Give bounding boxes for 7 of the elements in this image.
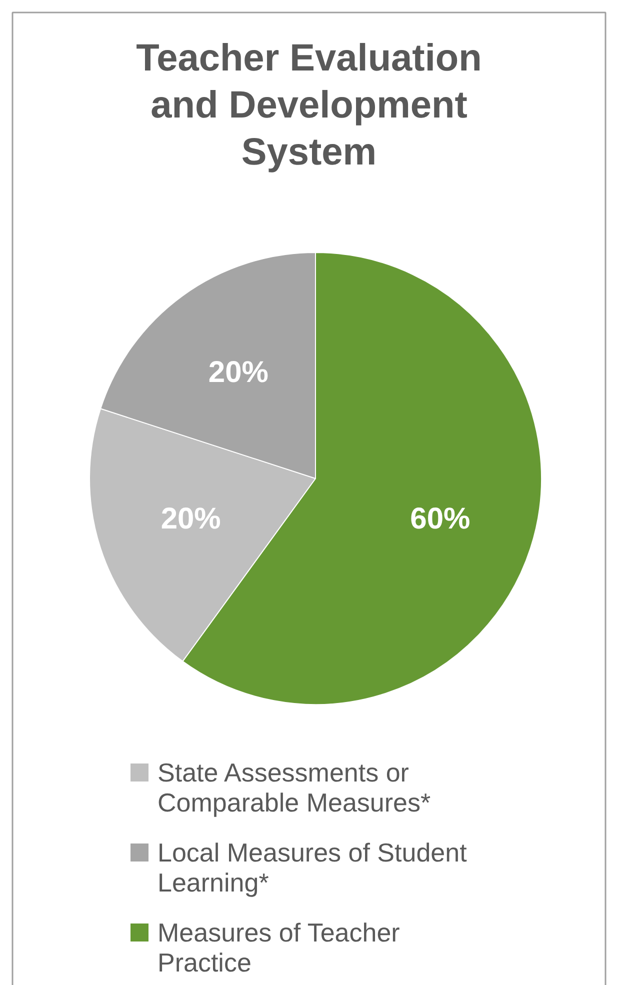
legend-label: Local Measures of Student Learning*	[158, 838, 468, 898]
data-label: 20%	[160, 502, 221, 536]
data-label: 20%	[208, 356, 268, 389]
legend-label: Measures of Teacher Practice	[158, 918, 400, 978]
chart-title: Teacher Evaluation and Development System	[136, 38, 482, 174]
legend-label: State Assessments or Comparable Measures*	[158, 758, 431, 818]
data-label: 60%	[410, 502, 470, 536]
